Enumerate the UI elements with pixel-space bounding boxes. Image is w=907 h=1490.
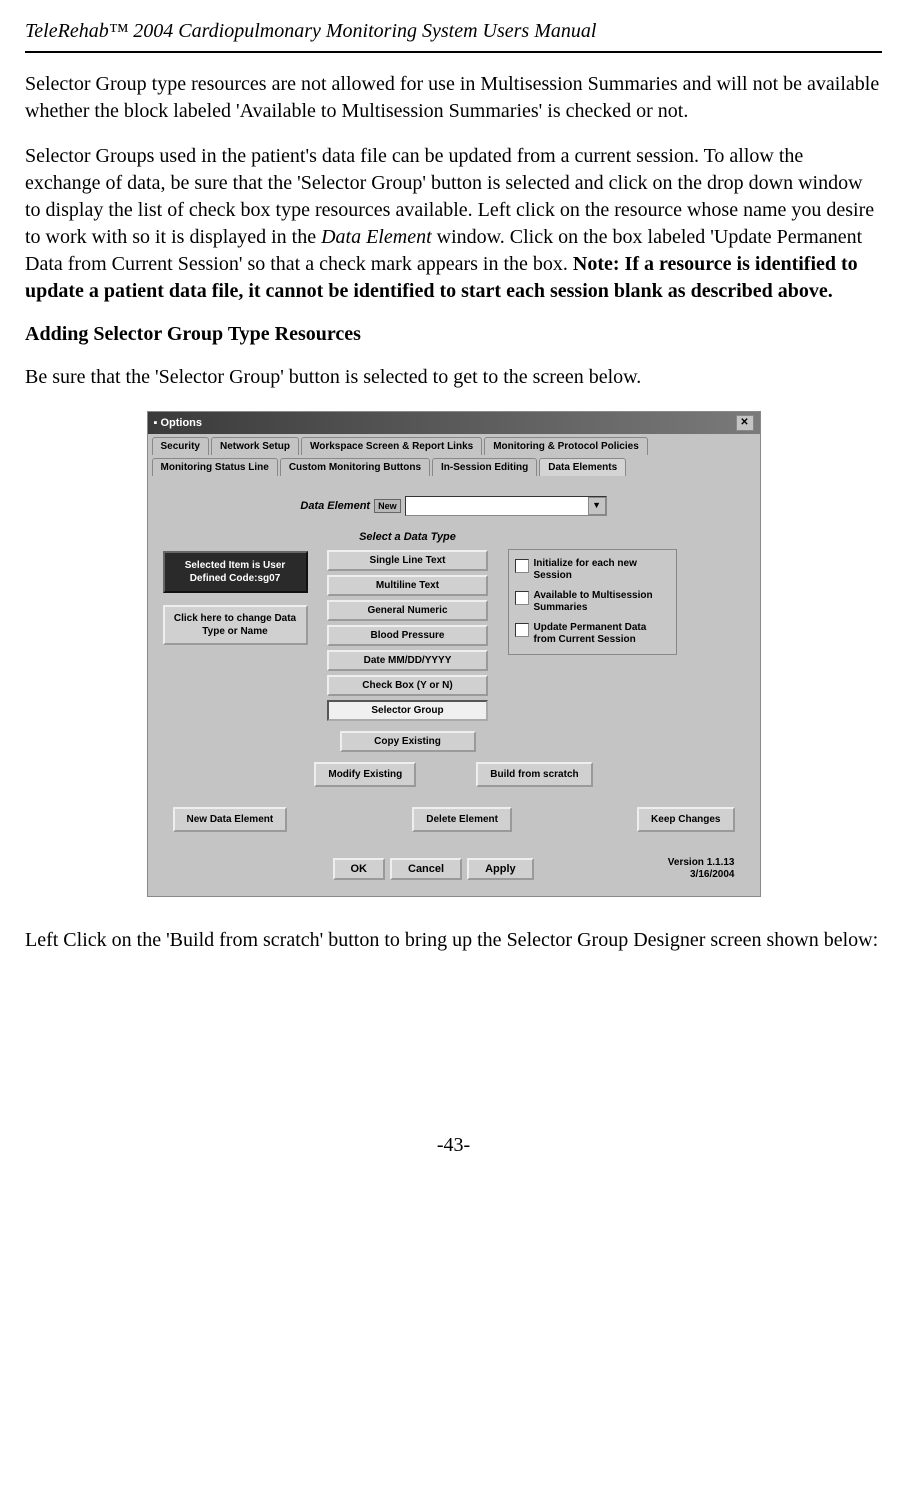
data-element-dropdown[interactable]: ▼	[405, 496, 607, 516]
check-multisession-label: Available to Multisession Summaries	[534, 590, 670, 614]
paragraph-1: Selector Group type resources are not al…	[25, 71, 882, 125]
type-checkbox[interactable]: Check Box (Y or N)	[327, 675, 488, 696]
check-initialize-label: Initialize for each new Session	[534, 558, 670, 582]
type-general-numeric[interactable]: General Numeric	[327, 600, 488, 621]
data-element-label: Data Element	[300, 500, 370, 512]
tab-status-line[interactable]: Monitoring Status Line	[152, 458, 278, 476]
version-label: Version 1.1.13 3/16/2004	[668, 857, 735, 881]
type-multiline-text[interactable]: Multiline Text	[327, 575, 488, 596]
close-icon[interactable]: ✕	[736, 415, 754, 431]
left-column: Selected Item is User Defined Code:sg07 …	[163, 551, 308, 645]
tab-row-2: Monitoring Status Line Custom Monitoring…	[148, 455, 760, 476]
tab-row-1: Security Network Setup Workspace Screen …	[148, 434, 760, 455]
ok-button[interactable]: OK	[333, 858, 386, 880]
check-multisession-row: Available to Multisession Summaries	[515, 590, 670, 614]
type-date[interactable]: Date MM/DD/YYYY	[327, 650, 488, 671]
main-area: Selected Item is User Defined Code:sg07 …	[163, 531, 745, 752]
paragraph-3: Be sure that the 'Selector Group' button…	[25, 364, 882, 391]
right-column-checkboxes: Initialize for each new Session Availabl…	[508, 549, 677, 655]
type-copy-existing[interactable]: Copy Existing	[340, 731, 476, 752]
new-button[interactable]: New	[374, 499, 401, 513]
row-new-delete-keep: New Data Element Delete Element Keep Cha…	[163, 807, 745, 832]
check-update-row: Update Permanent Data from Current Sessi…	[515, 622, 670, 646]
type-single-line-text[interactable]: Single Line Text	[327, 550, 488, 571]
apply-button[interactable]: Apply	[467, 858, 534, 880]
change-type-button[interactable]: Click here to change Data Type or Name	[163, 605, 308, 645]
tab-monitoring-policies[interactable]: Monitoring & Protocol Policies	[484, 437, 648, 455]
checkbox-initialize[interactable]	[515, 559, 529, 573]
tab-custom-buttons[interactable]: Custom Monitoring Buttons	[280, 458, 430, 476]
tab-security[interactable]: Security	[152, 437, 209, 455]
checkbox-update-permanent[interactable]	[515, 623, 529, 637]
tab-in-session-editing[interactable]: In-Session Editing	[432, 458, 537, 476]
dialog-title: ▪ Options	[154, 417, 203, 429]
dialog-body: Data Element New ▼ Selected Item is User…	[148, 476, 760, 896]
tab-workspace[interactable]: Workspace Screen & Report Links	[301, 437, 482, 455]
type-selector-group[interactable]: Selector Group	[327, 700, 488, 721]
keep-changes-button[interactable]: Keep Changes	[637, 807, 734, 832]
type-blood-pressure[interactable]: Blood Pressure	[327, 625, 488, 646]
selected-item-button[interactable]: Selected Item is User Defined Code:sg07	[163, 551, 308, 593]
dialog-titlebar: ▪ Options ✕	[148, 412, 760, 434]
check-update-label: Update Permanent Data from Current Sessi…	[534, 622, 670, 646]
checkbox-multisession[interactable]	[515, 591, 529, 605]
dialog-footer: OK Cancel Apply Version 1.1.13 3/16/2004	[163, 857, 745, 886]
paragraph-4: Left Click on the 'Build from scratch' b…	[25, 927, 882, 954]
page-number: -43-	[25, 1134, 882, 1157]
section-heading: Adding Selector Group Type Resources	[25, 323, 882, 346]
new-data-element-button[interactable]: New Data Element	[173, 807, 288, 832]
cancel-button[interactable]: Cancel	[390, 858, 462, 880]
footer-buttons: OK Cancel Apply	[333, 858, 534, 880]
data-element-row: Data Element New ▼	[163, 496, 745, 516]
build-from-scratch-button[interactable]: Build from scratch	[476, 762, 592, 787]
chevron-down-icon[interactable]: ▼	[588, 497, 606, 515]
check-initialize-row: Initialize for each new Session	[515, 558, 670, 582]
paragraph-2: Selector Groups used in the patient's da…	[25, 143, 882, 305]
para2-italic: Data Element	[321, 226, 432, 248]
row-modify-build: Modify Existing Build from scratch	[163, 762, 745, 787]
delete-element-button[interactable]: Delete Element	[412, 807, 512, 832]
page-header: TeleRehab™ 2004 Cardiopulmonary Monitori…	[25, 20, 882, 53]
tab-network-setup[interactable]: Network Setup	[211, 437, 299, 455]
center-column: Select a Data Type Single Line Text Mult…	[318, 531, 498, 752]
select-datatype-label: Select a Data Type	[359, 531, 456, 543]
tab-data-elements[interactable]: Data Elements	[539, 458, 626, 476]
options-dialog-screenshot: ▪ Options ✕ Security Network Setup Works…	[147, 411, 761, 897]
modify-existing-button[interactable]: Modify Existing	[314, 762, 416, 787]
